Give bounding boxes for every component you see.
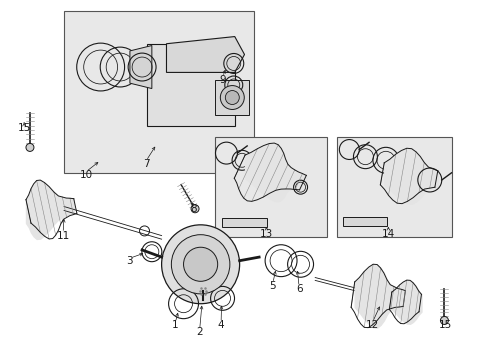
Text: 3: 3 bbox=[126, 256, 133, 266]
Text: 11: 11 bbox=[57, 231, 70, 240]
Text: 7: 7 bbox=[142, 159, 149, 169]
Text: 4: 4 bbox=[217, 320, 224, 330]
Ellipse shape bbox=[161, 225, 239, 304]
Text: 10: 10 bbox=[80, 170, 92, 180]
Ellipse shape bbox=[220, 86, 244, 109]
Text: 6: 6 bbox=[295, 284, 302, 294]
Text: 15: 15 bbox=[18, 123, 31, 133]
Bar bbox=[336, 137, 451, 237]
FancyBboxPatch shape bbox=[343, 217, 386, 226]
Bar bbox=[215, 137, 327, 237]
Text: 15: 15 bbox=[438, 320, 451, 330]
Ellipse shape bbox=[191, 205, 199, 213]
Ellipse shape bbox=[26, 143, 34, 152]
Text: 1: 1 bbox=[172, 320, 178, 330]
Text: 13: 13 bbox=[259, 229, 272, 239]
Bar bbox=[64, 12, 254, 173]
Text: 9: 9 bbox=[219, 75, 225, 85]
Text: 8: 8 bbox=[190, 204, 196, 214]
Text: 2: 2 bbox=[196, 327, 203, 337]
FancyBboxPatch shape bbox=[221, 218, 267, 227]
FancyBboxPatch shape bbox=[147, 44, 234, 126]
Text: 12: 12 bbox=[365, 320, 378, 330]
Ellipse shape bbox=[183, 247, 217, 281]
Ellipse shape bbox=[171, 235, 229, 294]
Ellipse shape bbox=[225, 91, 239, 104]
Ellipse shape bbox=[440, 316, 447, 324]
Polygon shape bbox=[166, 37, 244, 72]
Polygon shape bbox=[130, 45, 152, 89]
Text: 5: 5 bbox=[269, 281, 276, 291]
Text: 14: 14 bbox=[381, 229, 394, 239]
FancyBboxPatch shape bbox=[215, 80, 249, 116]
